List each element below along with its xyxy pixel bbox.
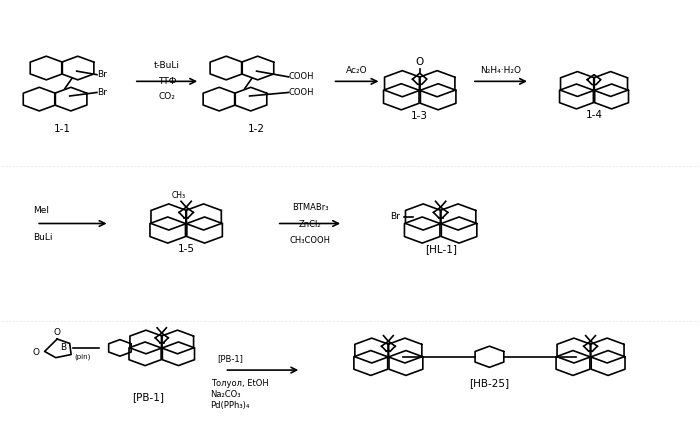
Text: BTMABr₃: BTMABr₃ — [292, 203, 328, 212]
Text: Br: Br — [391, 212, 400, 221]
Text: Br: Br — [97, 88, 107, 97]
Text: ТТФ: ТТФ — [158, 77, 176, 86]
Text: BuLi: BuLi — [33, 233, 52, 242]
Text: CH₃COOH: CH₃COOH — [289, 236, 330, 245]
Text: 1-4: 1-4 — [585, 110, 603, 120]
Text: [HB-25]: [HB-25] — [470, 379, 510, 388]
Text: O: O — [33, 348, 40, 357]
Text: Br: Br — [97, 70, 107, 79]
Text: Na₂CO₃: Na₂CO₃ — [211, 390, 241, 399]
Text: B: B — [60, 343, 66, 352]
Text: t-BuLi: t-BuLi — [154, 61, 180, 70]
Text: O: O — [416, 57, 423, 67]
Text: 1-3: 1-3 — [411, 111, 428, 121]
Text: 1-1: 1-1 — [53, 123, 71, 134]
Text: COOH: COOH — [288, 72, 314, 81]
Text: [HL-1]: [HL-1] — [425, 245, 456, 254]
Text: Толуол, EtOH: Толуол, EtOH — [211, 379, 268, 388]
Text: ZnCl₂: ZnCl₂ — [299, 220, 321, 229]
Text: CO₂: CO₂ — [158, 93, 176, 101]
Text: (pin): (pin) — [75, 354, 91, 360]
Text: CH₃: CH₃ — [172, 191, 186, 200]
Text: O: O — [54, 328, 61, 337]
Text: [PB-1]: [PB-1] — [132, 392, 164, 402]
Text: 1-5: 1-5 — [178, 245, 195, 254]
Text: N₂H₄·H₂O: N₂H₄·H₂O — [480, 66, 522, 75]
Text: Ac₂O: Ac₂O — [346, 66, 368, 75]
Text: [PB-1]: [PB-1] — [218, 354, 244, 363]
Text: 1-2: 1-2 — [247, 123, 265, 134]
Text: MeI: MeI — [33, 206, 49, 215]
Text: Pd(PPh₃)₄: Pd(PPh₃)₄ — [211, 401, 250, 410]
Text: COOH: COOH — [288, 88, 314, 97]
